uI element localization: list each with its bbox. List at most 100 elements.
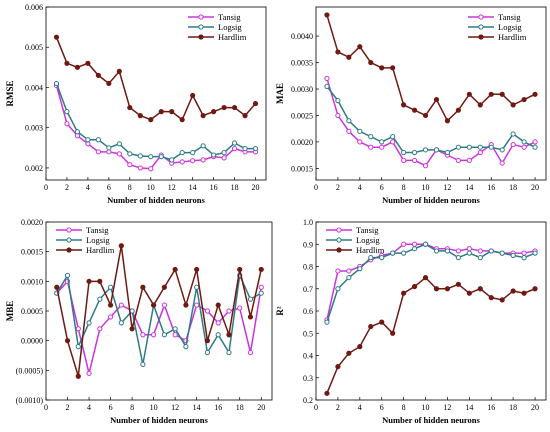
series-line-tansig bbox=[326, 78, 536, 167]
data-point-tansig bbox=[64, 121, 70, 127]
data-point-logsig bbox=[422, 241, 429, 247]
data-point-tansig bbox=[357, 139, 363, 145]
data-point-hardlim bbox=[521, 290, 527, 296]
data-point-hardlim bbox=[151, 302, 157, 308]
y-tick-label: 0.5 bbox=[303, 329, 313, 338]
legend-marker-tansig bbox=[478, 14, 484, 20]
data-point-hardlim bbox=[129, 326, 135, 332]
data-point-logsig bbox=[226, 349, 232, 356]
data-point-tansig bbox=[148, 166, 154, 172]
data-point-logsig bbox=[74, 129, 81, 135]
data-point-hardlim bbox=[64, 60, 70, 66]
data-point-logsig bbox=[411, 246, 418, 252]
plot-frame bbox=[315, 6, 547, 181]
data-point-tansig bbox=[107, 314, 114, 320]
data-point-hardlim bbox=[158, 109, 164, 115]
data-point-logsig bbox=[247, 296, 254, 302]
data-point-tansig bbox=[221, 155, 227, 161]
data-point-hardlim bbox=[75, 373, 81, 379]
y-tick-label: 1.0 bbox=[303, 218, 313, 227]
data-point-hardlim bbox=[521, 96, 527, 103]
legend-label-hardlim: Hardlim bbox=[218, 32, 247, 42]
data-point-tansig bbox=[455, 248, 461, 254]
y-tick-label: 0.0015 bbox=[291, 164, 313, 173]
x-tick-label: 14 bbox=[189, 183, 197, 192]
data-point-hardlim bbox=[242, 113, 248, 119]
legend-marker-tansig bbox=[66, 227, 72, 233]
data-point-hardlim bbox=[433, 286, 440, 292]
data-point-tansig bbox=[411, 241, 418, 247]
plot-frame bbox=[45, 6, 267, 181]
y-tick-label: 0.0020 bbox=[291, 138, 313, 147]
data-point-logsig bbox=[510, 252, 516, 258]
x-tick-label: 2 bbox=[336, 403, 340, 412]
data-point-tansig bbox=[466, 157, 472, 164]
data-point-logsig bbox=[444, 248, 451, 254]
data-point-hardlim bbox=[54, 284, 60, 290]
x-tick-label: 2 bbox=[336, 183, 340, 192]
data-point-logsig bbox=[411, 149, 418, 156]
data-point-tansig bbox=[75, 326, 81, 332]
y-tick-label: 0.0030 bbox=[291, 85, 313, 94]
data-point-tansig bbox=[226, 308, 232, 314]
data-point-tansig bbox=[140, 332, 146, 338]
series-line-logsig bbox=[55, 83, 256, 161]
data-point-tansig bbox=[118, 302, 124, 308]
x-axis-label: Number of hidden neurons bbox=[382, 415, 480, 425]
chart-panel-top-left: 0 2 4 6 8 10 12 14 16 18 20 0.002 0.003 0.004 0.005 0.0… bbox=[5, 3, 267, 205]
x-tick-label: 16 bbox=[487, 403, 495, 412]
data-point-hardlim bbox=[499, 91, 505, 97]
data-point-hardlim bbox=[346, 350, 352, 356]
data-point-logsig bbox=[390, 134, 396, 140]
data-point-logsig bbox=[86, 320, 92, 326]
x-tick-label: 0 bbox=[314, 403, 318, 412]
y-tick-label: 0.7 bbox=[303, 285, 313, 294]
y-tick-label: 0.8 bbox=[303, 263, 313, 272]
data-point-logsig bbox=[190, 150, 196, 156]
x-tick-label: 2 bbox=[66, 403, 70, 412]
legend-label-tansig: Tansig bbox=[498, 12, 521, 22]
data-point-tansig bbox=[499, 160, 505, 166]
data-point-tansig bbox=[215, 320, 221, 326]
x-tick-label: 18 bbox=[231, 183, 239, 192]
chart-panel-top-right: 0 2 4 6 8 10 12 14 16 18 20 0.0015 0.0020 0.0025 0.003… bbox=[275, 6, 547, 205]
data-point-logsig bbox=[127, 151, 133, 157]
data-point-tansig bbox=[200, 157, 206, 163]
data-point-logsig bbox=[466, 250, 472, 256]
data-point-tansig bbox=[346, 128, 352, 134]
legend-label-tansig: Tansig bbox=[218, 12, 241, 22]
data-point-logsig bbox=[444, 149, 451, 156]
data-point-hardlim bbox=[86, 278, 92, 284]
data-point-tansig bbox=[532, 139, 538, 145]
data-point-logsig bbox=[107, 284, 114, 290]
data-point-tansig bbox=[379, 144, 385, 150]
data-point-hardlim bbox=[148, 117, 154, 123]
y-tick-label: (0.0010) bbox=[16, 396, 44, 405]
data-point-logsig bbox=[455, 255, 461, 261]
data-point-hardlim bbox=[237, 266, 243, 273]
x-tick-label: 4 bbox=[86, 183, 90, 192]
data-point-logsig bbox=[140, 361, 146, 367]
data-point-logsig bbox=[179, 150, 185, 156]
data-point-hardlim bbox=[211, 109, 217, 115]
data-point-logsig bbox=[324, 319, 330, 325]
data-point-logsig bbox=[521, 139, 527, 145]
data-point-logsig bbox=[532, 144, 538, 150]
data-point-logsig bbox=[161, 332, 167, 338]
x-tick-label: 12 bbox=[171, 403, 179, 412]
x-tick-label: 18 bbox=[509, 403, 517, 412]
data-point-logsig bbox=[172, 326, 178, 332]
data-point-hardlim bbox=[510, 102, 516, 108]
legend-label-logsig: Logsig bbox=[498, 22, 522, 32]
y-axis-label: MAE bbox=[275, 83, 285, 104]
data-point-logsig bbox=[532, 250, 538, 256]
data-point-tansig bbox=[390, 139, 396, 145]
data-point-logsig bbox=[433, 248, 440, 254]
plot-frame bbox=[315, 221, 547, 401]
x-tick-label: 14 bbox=[465, 403, 473, 412]
data-point-hardlim bbox=[401, 290, 407, 296]
data-point-hardlim bbox=[106, 80, 112, 87]
x-tick-label: 16 bbox=[487, 183, 495, 192]
data-point-logsig bbox=[335, 286, 341, 292]
